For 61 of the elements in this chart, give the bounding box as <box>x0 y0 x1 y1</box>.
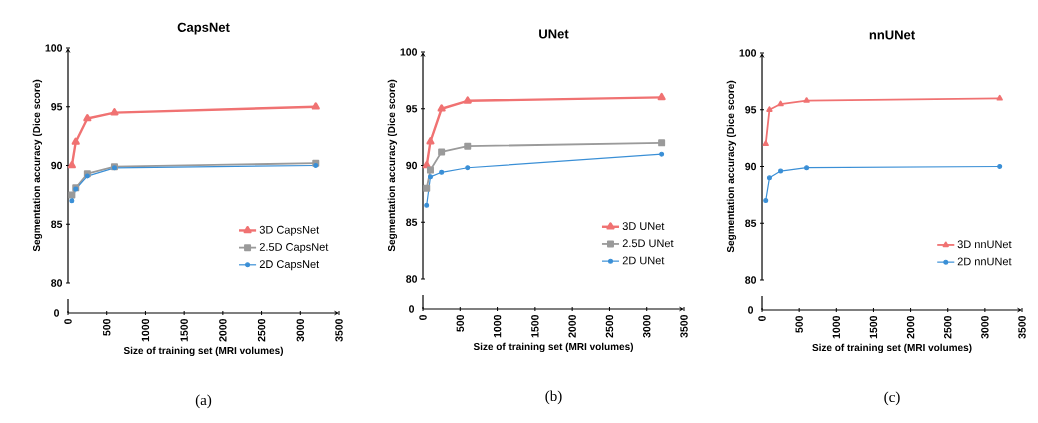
legend-label: 2D UNet <box>622 256 665 265</box>
x-tick-label: 500 <box>456 314 465 332</box>
y-tick-label: 95 <box>51 103 63 111</box>
legend-label: 3D UNet <box>622 222 665 230</box>
y-axis-title: Segmentation accuracy (Dice score) <box>726 80 737 253</box>
y-tick-label: 85 <box>51 220 63 228</box>
y-axis-title: Segmentation accuracy (Dice score) <box>32 79 43 252</box>
y-tick-label: 95 <box>745 106 757 114</box>
x-tick-label: 500 <box>103 318 111 336</box>
x-tick-label: 1000 <box>141 318 150 342</box>
x-tick-label: 500 <box>795 315 803 333</box>
x-tick-label: 2000 <box>906 315 915 339</box>
x-tick-label: 2500 <box>257 318 266 342</box>
x-tick-label: 0 <box>64 318 72 324</box>
legend-label: 2.5D CapsNet <box>259 243 329 253</box>
x-tick-label: 3000 <box>643 314 651 338</box>
x-tick-label: 3500 <box>335 318 343 342</box>
y-tick-label: 85 <box>406 218 418 226</box>
y-tick-label: 100 <box>45 44 63 52</box>
legend-label: 3D nnUNet <box>957 240 1012 249</box>
x-tick-label: 2000 <box>219 318 227 342</box>
x-tick-label: 3000 <box>296 318 305 342</box>
x-tick-label: 0 <box>758 315 766 321</box>
x-tick-label: 2500 <box>605 314 614 338</box>
legend-label: 2D CapsNet <box>259 260 320 271</box>
chart-title: CapsNet <box>177 22 230 35</box>
legend-label: 2.5D UNet <box>622 239 674 248</box>
text: (a) <box>195 394 212 409</box>
x-tick-label: 1500 <box>869 315 878 339</box>
y-axis-title: Segmentation accuracy (Dice score) <box>387 79 398 252</box>
legend-label: 2D nnUNet <box>957 257 1012 266</box>
legend-label: 3D CapsNet <box>259 225 320 236</box>
x-tick-label: 3500 <box>680 314 688 338</box>
chart-title: nnUNet <box>869 30 915 40</box>
text: 0 <box>409 305 415 313</box>
x-tick-label: 3000 <box>981 315 989 339</box>
x-tick-label: 1000 <box>832 315 841 339</box>
y-tick-label: 85 <box>745 219 757 227</box>
y-tick-label: 80 <box>406 275 418 283</box>
y-tick-label: 90 <box>51 161 63 170</box>
x-tick-label: 3500 <box>1018 315 1026 339</box>
x-axis-title: Size of training set (MRI volumes) <box>123 346 284 357</box>
y-tick-label: 90 <box>745 162 757 171</box>
x-tick-label: 1500 <box>531 314 539 338</box>
x-tick-label: 2500 <box>944 315 952 339</box>
x-tick-label: 1000 <box>493 314 502 338</box>
text: (b) <box>545 390 562 405</box>
x-tick-label: 1500 <box>180 318 188 342</box>
y-tick-label: 95 <box>406 105 418 113</box>
y-tick-label: 90 <box>406 161 418 170</box>
x-axis-title: Size of training set (MRI volumes) <box>473 342 634 353</box>
y-tick-label: 80 <box>745 276 757 284</box>
x-tick-label: 2000 <box>568 314 576 338</box>
y-tick-label: 80 <box>51 279 63 287</box>
chart-title: UNet <box>539 29 569 39</box>
x-axis-title: Size of training set (MRI volumes) <box>812 343 972 354</box>
y-tick-label: 100 <box>739 49 757 57</box>
text: (c) <box>884 391 900 406</box>
text: 0 <box>748 306 754 314</box>
y-tick-label: 100 <box>400 48 418 56</box>
x-tick-label: 0 <box>419 314 427 320</box>
